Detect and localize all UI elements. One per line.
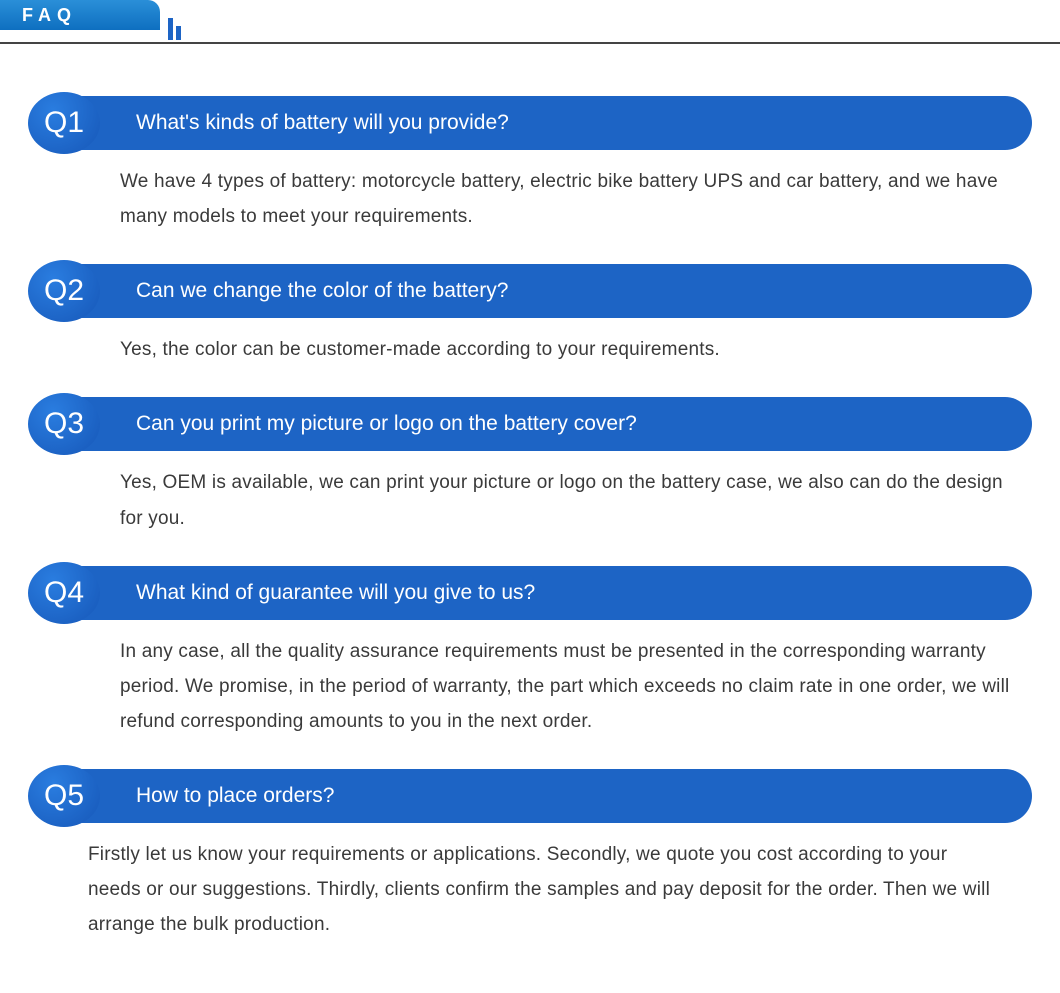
question-text: Can you print my picture or logo on the … xyxy=(136,412,637,436)
question-id: Q3 xyxy=(44,407,84,441)
question-id: Q2 xyxy=(44,274,84,308)
header-divider xyxy=(0,42,1060,44)
question-bar: Q5 How to place orders? xyxy=(28,769,1032,823)
question-badge: Q1 xyxy=(28,92,100,154)
page-header: FAQ xyxy=(0,0,1060,48)
question-text: What kind of guarantee will you give to … xyxy=(136,581,535,605)
faq-item: Q4 What kind of guarantee will you give … xyxy=(28,566,1032,757)
question-bar: Q2 Can we change the color of the batter… xyxy=(28,264,1032,318)
faq-item: Q1 What's kinds of battery will you prov… xyxy=(28,96,1032,252)
faq-item: Q5 How to place orders? Firstly let us k… xyxy=(28,769,1032,960)
faq-list: Q1 What's kinds of battery will you prov… xyxy=(0,48,1060,993)
question-text: What's kinds of battery will you provide… xyxy=(136,111,509,135)
question-id: Q5 xyxy=(44,779,84,813)
question-text: Can we change the color of the battery? xyxy=(136,279,508,303)
faq-item: Q3 Can you print my picture or logo on t… xyxy=(28,397,1032,553)
answer-text: We have 4 types of battery: motorcycle b… xyxy=(28,164,1032,252)
question-badge: Q2 xyxy=(28,260,100,322)
question-bar: Q4 What kind of guarantee will you give … xyxy=(28,566,1032,620)
question-id: Q1 xyxy=(44,106,84,140)
question-bar: Q3 Can you print my picture or logo on t… xyxy=(28,397,1032,451)
decorative-bars-icon xyxy=(168,18,181,40)
answer-text: Yes, the color can be customer-made acco… xyxy=(28,332,1032,385)
question-bar: Q1 What's kinds of battery will you prov… xyxy=(28,96,1032,150)
question-badge: Q3 xyxy=(28,393,100,455)
faq-item: Q2 Can we change the color of the batter… xyxy=(28,264,1032,385)
answer-text: Firstly let us know your requirements or… xyxy=(28,837,1032,960)
faq-tab-label: FAQ xyxy=(22,5,77,26)
answer-text: Yes, OEM is available, we can print your… xyxy=(28,465,1032,553)
question-id: Q4 xyxy=(44,576,84,610)
question-badge: Q5 xyxy=(28,765,100,827)
answer-text: In any case, all the quality assurance r… xyxy=(28,634,1032,757)
question-badge: Q4 xyxy=(28,562,100,624)
question-text: How to place orders? xyxy=(136,784,334,808)
faq-tab: FAQ xyxy=(0,0,160,30)
